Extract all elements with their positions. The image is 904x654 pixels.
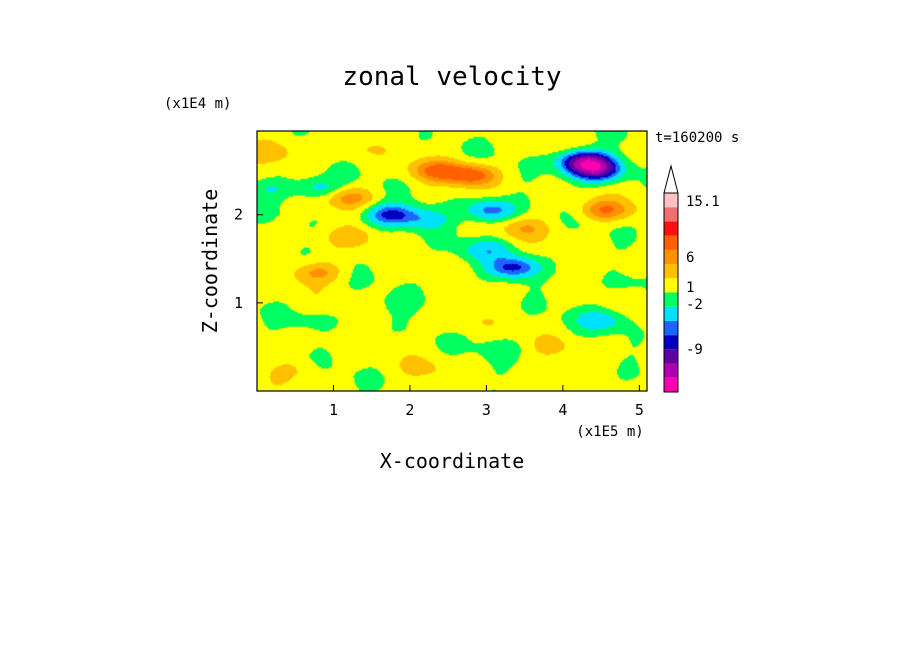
colorbar-level (664, 235, 678, 250)
colorbar-level (664, 264, 678, 279)
colorbar-extend-arrow (663, 164, 679, 194)
colorbar-level (664, 306, 678, 321)
chart-title: zonal velocity (342, 62, 561, 92)
colorbar-level (664, 207, 678, 222)
plot-frame (256, 130, 648, 392)
y-unit-label: (x1E4 m) (164, 96, 231, 112)
time-label: t=160200 s (655, 130, 739, 146)
colorbar-level (664, 335, 678, 350)
x-tick-label: 2 (405, 401, 414, 419)
x-unit-label: (x1E5 m) (576, 424, 643, 440)
y-axis-label: Z-coordinate (198, 189, 222, 334)
velocity-field (257, 131, 647, 391)
y-tick-label: 2 (234, 206, 243, 224)
colorbar-tick-label: 15.1 (686, 194, 720, 210)
colorbar-level (664, 320, 678, 336)
colorbar-level (664, 221, 678, 236)
colorbar-level (664, 349, 678, 364)
x-tick-label: 1 (329, 401, 338, 419)
colorbar-level (664, 363, 678, 378)
colorbar-tick-label: -2 (686, 297, 703, 313)
colorbar-level (664, 278, 678, 293)
x-axis: 1 2 3 4 5 (329, 385, 644, 419)
colorbar-level (664, 249, 678, 265)
colorbar: 15.1 6 1-2 -9 (663, 164, 720, 393)
colorbar-level (664, 377, 678, 392)
plot-area (256, 130, 648, 392)
y-axis: 12 (234, 206, 263, 312)
x-axis-label: X-coordinate (380, 449, 525, 473)
x-tick-label: 4 (558, 401, 567, 419)
colorbar-tick-label: -9 (686, 342, 703, 358)
colorbar-level (664, 292, 678, 307)
colorbar-tick-label: 6 (686, 250, 694, 266)
colorbar-tick-label: 1 (686, 280, 694, 296)
y-tick-label: 1 (234, 294, 243, 312)
x-tick-label: 3 (482, 401, 491, 419)
colorbar-level (664, 193, 678, 208)
x-tick-label: 5 (635, 401, 644, 419)
